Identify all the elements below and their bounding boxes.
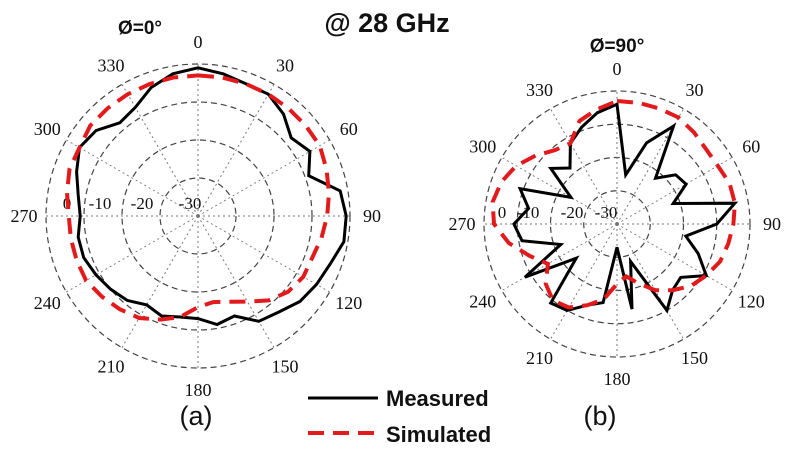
grid-spoke xyxy=(197,139,330,217)
series-measured xyxy=(512,102,739,314)
chart-title: @ 28 GHz xyxy=(324,8,449,38)
angle-label: 330 xyxy=(526,80,553,100)
angle-label: 60 xyxy=(340,119,358,139)
grid-spoke xyxy=(197,215,275,348)
grid-spoke xyxy=(550,223,618,340)
angle-label: 120 xyxy=(335,293,362,313)
panel-caption: (a) xyxy=(180,401,213,431)
angle-label: 60 xyxy=(742,137,760,157)
angle-label: 30 xyxy=(276,55,294,75)
angle-label: 0 xyxy=(613,59,622,79)
grid-spoke xyxy=(66,215,199,293)
radial-label: -10 xyxy=(89,194,112,213)
series-simulated xyxy=(490,98,737,310)
angle-label: 300 xyxy=(469,137,496,157)
radial-label: -30 xyxy=(595,203,618,222)
radial-label: -20 xyxy=(131,194,154,213)
grid-circle xyxy=(483,90,751,358)
grid-spoke xyxy=(197,215,330,293)
radial-label: -10 xyxy=(517,203,540,222)
phi-label: Ø=90° xyxy=(590,36,645,57)
grid-spoke xyxy=(550,108,618,225)
angle-label: 30 xyxy=(686,80,704,100)
angle-label: 330 xyxy=(98,55,125,75)
angle-label: 180 xyxy=(604,369,631,389)
grid-spoke xyxy=(66,139,199,217)
grid-spoke xyxy=(616,157,733,225)
radial-label: 0 xyxy=(498,203,507,222)
series-simulated xyxy=(64,73,332,322)
angle-label: 0 xyxy=(194,32,203,52)
angle-label: 180 xyxy=(185,380,212,400)
grid-spoke xyxy=(501,223,618,291)
angle-label: 270 xyxy=(449,214,476,234)
angle-label: 210 xyxy=(526,348,553,368)
angle-label: 150 xyxy=(681,348,708,368)
grid-circle xyxy=(583,190,651,258)
angle-label: 270 xyxy=(11,206,38,226)
grid-circle xyxy=(159,177,237,255)
grid-spoke xyxy=(197,84,275,217)
grid-spoke xyxy=(501,157,618,225)
angle-label: 240 xyxy=(34,293,61,313)
legend-label-measured: Measured xyxy=(386,386,489,411)
grid-circle xyxy=(83,101,313,331)
angle-label: 120 xyxy=(738,292,765,312)
legend-label-simulated: Simulated xyxy=(386,422,491,447)
grid-spoke xyxy=(616,223,733,291)
series-measured xyxy=(75,66,348,327)
radial-label: -20 xyxy=(561,203,584,222)
grid-spoke xyxy=(121,215,199,348)
grid-spoke xyxy=(616,223,684,340)
legend: Measured Simulated xyxy=(308,386,491,447)
polar-plot-b: 0 30 60 90 120 150 180 210 240 270 300 330 0 -10 -20 -3… xyxy=(449,36,782,431)
angle-label: 90 xyxy=(363,206,381,226)
angle-label: 150 xyxy=(272,357,299,377)
angle-label: 300 xyxy=(34,119,61,139)
panel-caption: (b) xyxy=(584,401,617,431)
radial-label: -30 xyxy=(179,194,202,213)
angle-label: 240 xyxy=(469,292,496,312)
phi-label: Ø=0° xyxy=(118,18,162,39)
angle-label: 210 xyxy=(98,357,125,377)
angle-label: 90 xyxy=(763,214,781,234)
